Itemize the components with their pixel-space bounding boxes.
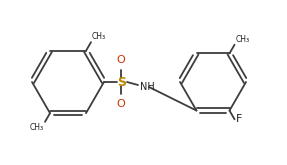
Text: S: S — [117, 76, 127, 88]
Text: CH₃: CH₃ — [30, 123, 44, 132]
Text: O: O — [117, 99, 125, 109]
Text: F: F — [236, 114, 242, 124]
Text: CH₃: CH₃ — [236, 35, 250, 44]
Text: O: O — [117, 55, 125, 65]
Text: NH: NH — [140, 82, 155, 92]
Text: CH₃: CH₃ — [92, 32, 106, 41]
